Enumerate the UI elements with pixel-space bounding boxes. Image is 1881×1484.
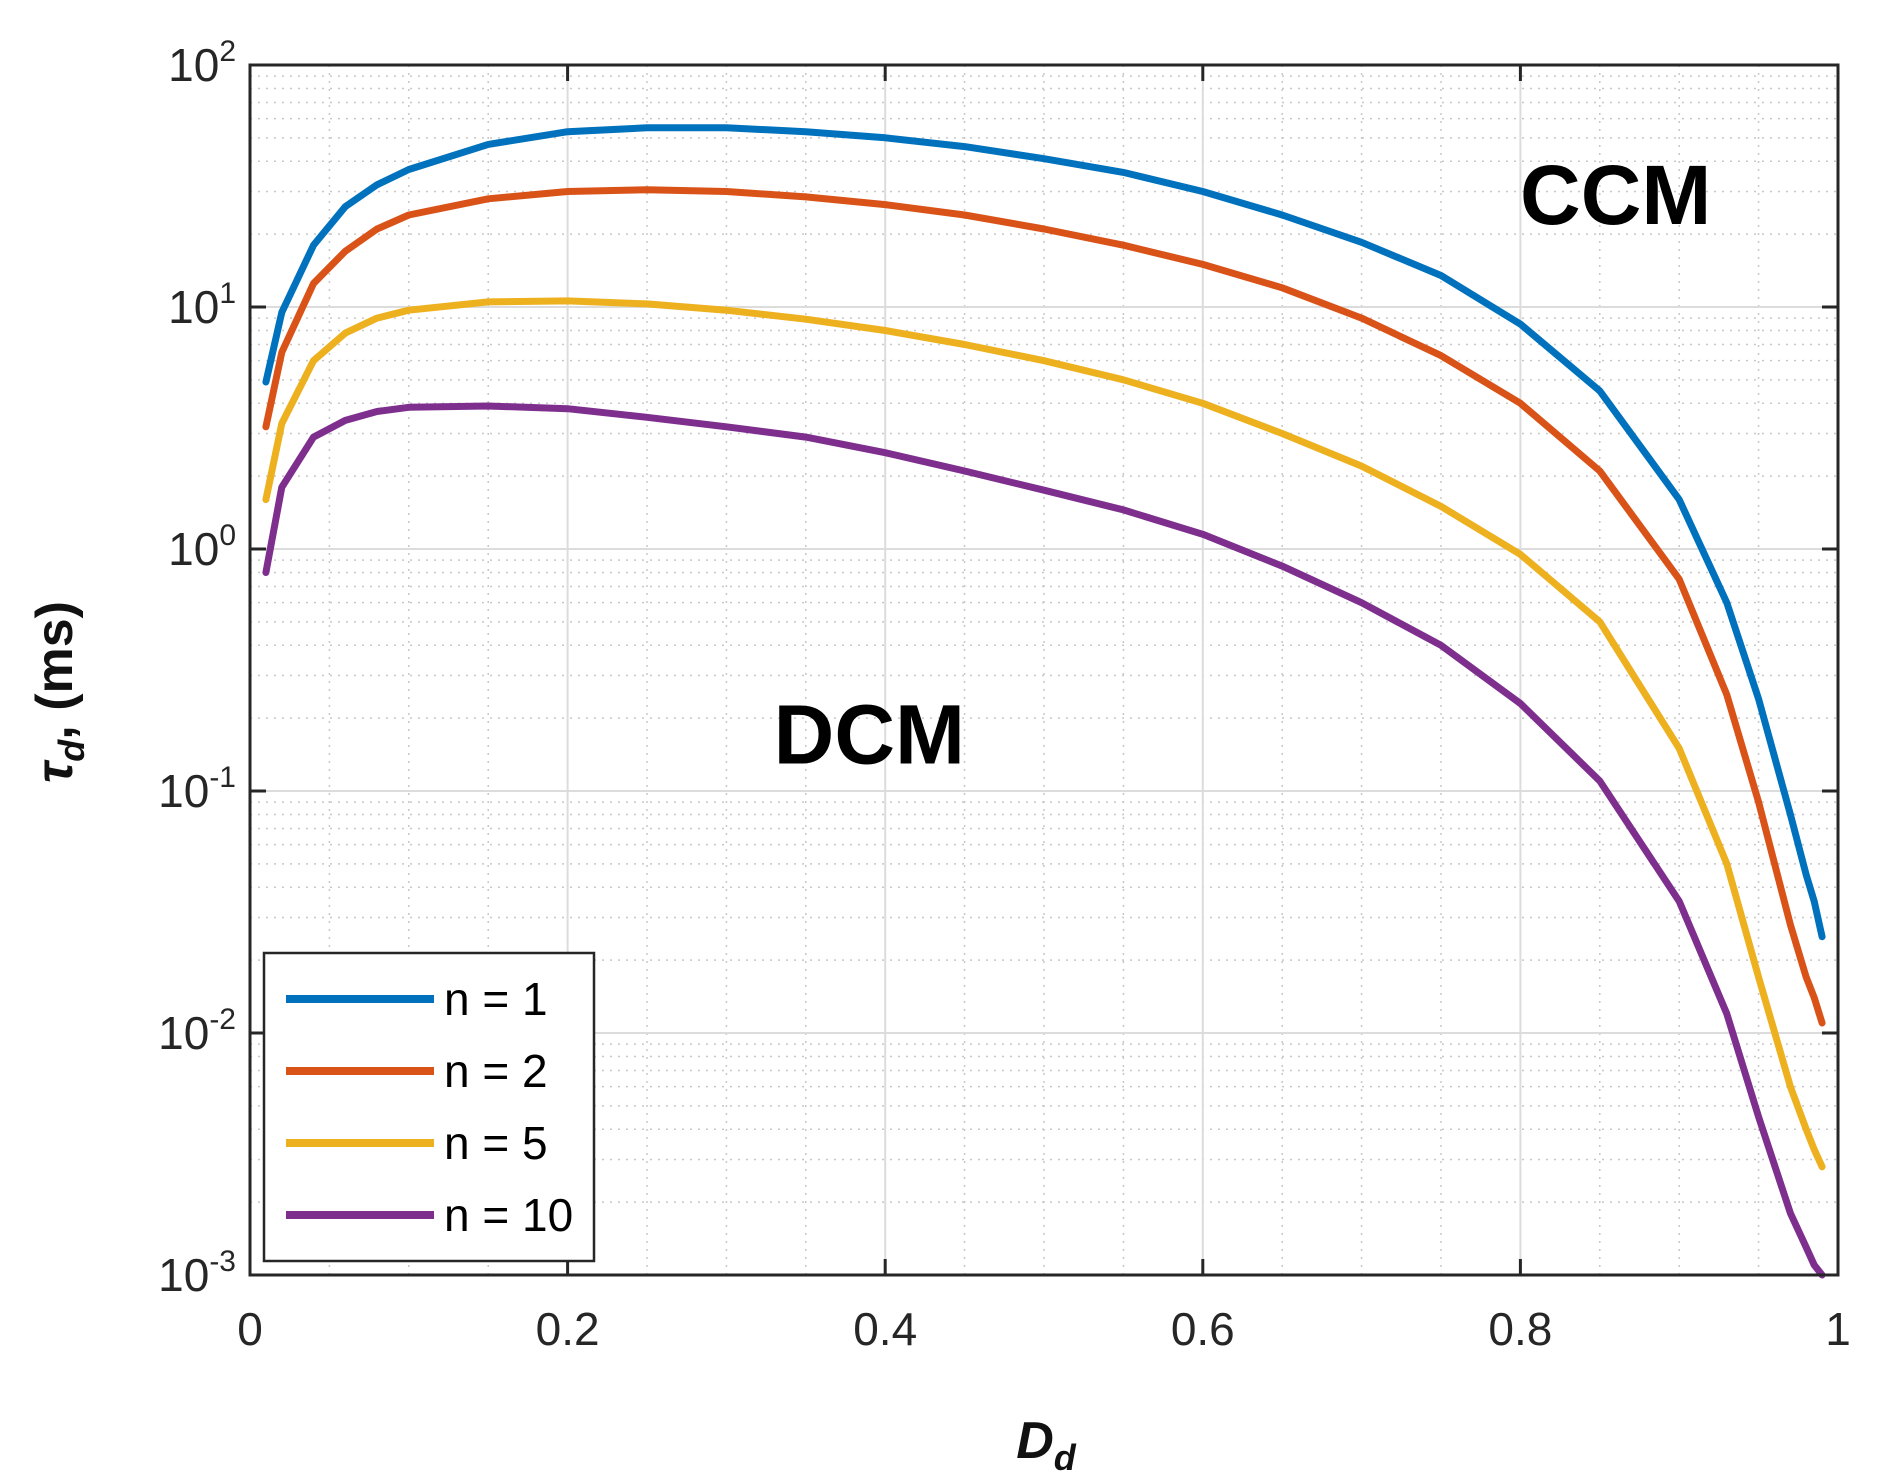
series-line-n1 [262,124,1826,941]
y-tick-label-base: 10 [168,281,219,333]
legend-label: n = 10 [444,1189,573,1241]
legend-label: n = 2 [444,1045,548,1097]
y-tick-label-exponent: 0 [219,519,236,552]
x-tick-label: 0 [237,1303,263,1355]
series-layer [262,124,1826,1279]
y-tick-label-exponent: 2 [219,35,236,68]
y-tick-label-base: 10 [158,1249,209,1301]
x-axis-label-sub: d [1054,1437,1077,1478]
y-tick-label-base: 10 [168,39,219,91]
x-axis-label-main: D [1016,1412,1054,1470]
legend-box [262,951,596,1263]
x-tick-label: 0.2 [536,1303,600,1355]
axes-box [248,63,1840,1277]
y-axis-label-sub: d [51,739,92,762]
y-axis-label: τd, (ms) [26,601,92,783]
x-axis-label: Dd [1016,1412,1077,1478]
y-tick-label-exponent: -1 [209,761,236,794]
region-label-ccm: CCM [1520,148,1711,242]
y-tick-label-base: 10 [158,765,209,817]
x-tick-label: 0.4 [853,1303,917,1355]
x-tick-label: 1 [1825,1303,1851,1355]
y-tick-label: 100 [168,519,236,575]
y-axis-label-symbol: τ [26,759,84,783]
series-line-n2 [262,186,1826,1027]
series-line-n5 [262,297,1826,1171]
y-tick-label: 101 [168,277,236,333]
annotations: CCM DCM [774,148,1712,781]
legend-label: n = 5 [444,1117,548,1169]
y-tick-label-exponent: -3 [209,1245,236,1278]
y-tick-label-exponent: -2 [209,1003,236,1036]
y-tick-label-base: 10 [158,1007,209,1059]
legend: n = 1 n = 2 n = 5 n = 10 [262,951,596,1263]
y-tick-label: 10-1 [158,761,236,817]
y-axis-label-suffix: , (ms) [26,601,84,740]
region-label-dcm: DCM [774,687,965,781]
series-line-n10 [262,402,1826,1279]
y-tick-label: 10-3 [158,1245,236,1301]
legend-items: n = 1 n = 2 n = 5 n = 10 [286,973,573,1241]
legend-label: n = 1 [444,973,548,1025]
x-tick-label: 0.6 [1171,1303,1235,1355]
x-tick-label: 0.8 [1488,1303,1552,1355]
tick-marks [248,63,1840,1277]
y-tick-label-exponent: 1 [219,277,236,310]
y-tick-label: 102 [168,35,236,91]
y-tick-label: 10-2 [158,1003,236,1059]
y-tick-label-base: 10 [168,523,219,575]
x-tick-labels: 0 0.2 0.4 0.6 0.8 1 [237,1303,1851,1355]
